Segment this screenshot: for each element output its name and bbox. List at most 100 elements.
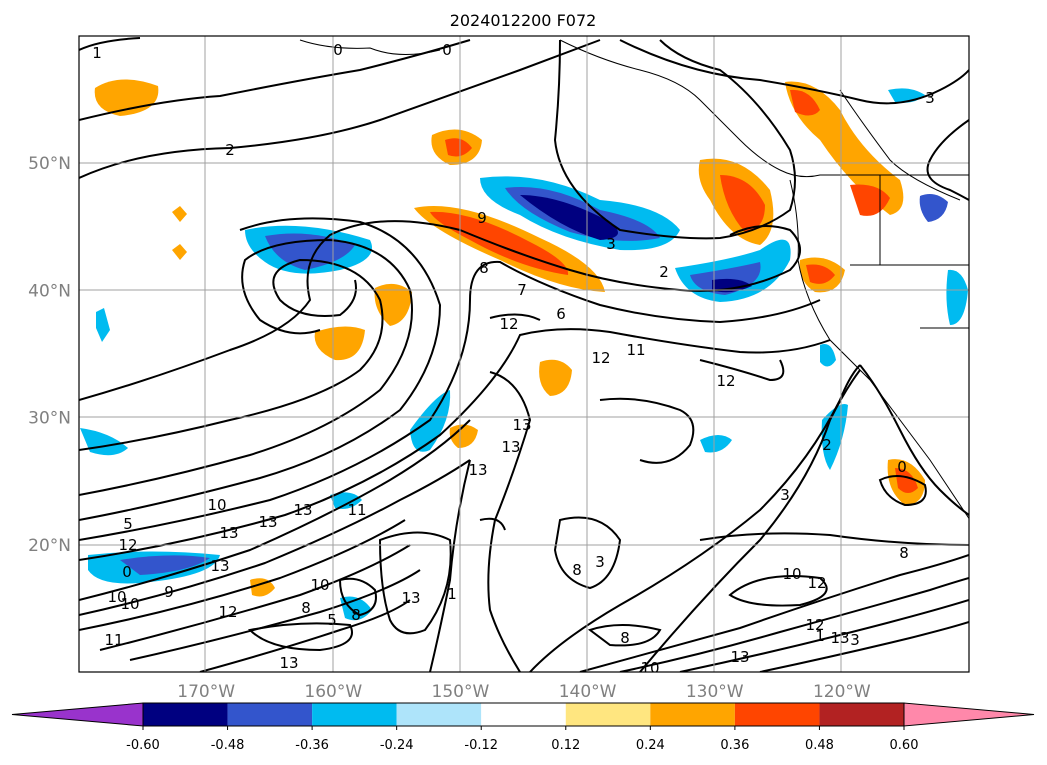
shade-positive bbox=[374, 283, 412, 326]
contour-label: 10 bbox=[207, 496, 226, 514]
contour-label: 13 bbox=[293, 501, 312, 519]
contour-label: 6 bbox=[556, 305, 566, 323]
contour-label: 3 bbox=[606, 235, 616, 253]
colorbar-segment bbox=[481, 703, 566, 726]
contour-label: 7 bbox=[517, 281, 527, 299]
contour-label: 12 bbox=[218, 603, 237, 621]
shade-negative bbox=[820, 344, 836, 367]
contour-label: 3 bbox=[850, 631, 860, 649]
lat-tick-label: 30°N bbox=[28, 409, 71, 429]
colorbar-tick-label: 0.24 bbox=[636, 738, 665, 753]
shade-negative bbox=[700, 435, 732, 453]
shade-negative bbox=[120, 555, 210, 575]
contour-label: 12 bbox=[805, 616, 824, 634]
contour-label: 0 bbox=[897, 458, 907, 476]
contour-label: 9 bbox=[164, 583, 174, 601]
colorbar-extend-high bbox=[903, 702, 1035, 727]
contour-label: 3 bbox=[925, 89, 935, 107]
contour-label: 8 bbox=[351, 606, 361, 624]
contour-label: 9 bbox=[477, 209, 487, 227]
contour-label: 11 bbox=[104, 631, 123, 649]
shade-positive bbox=[539, 359, 572, 396]
coastlines bbox=[299, 39, 969, 520]
shade-negative bbox=[80, 428, 128, 456]
colorbar-tick-label: -0.12 bbox=[464, 738, 498, 753]
shade-positive bbox=[895, 468, 918, 493]
colorbar-tick-label: -0.60 bbox=[126, 738, 160, 753]
contour-label: 12 bbox=[499, 315, 518, 333]
contour-label: 13 bbox=[730, 648, 749, 666]
graticule bbox=[79, 36, 969, 672]
contour-label: 0 bbox=[333, 41, 343, 59]
lat-tick-label: 50°N bbox=[28, 154, 71, 174]
colorbar-tick-label: -0.24 bbox=[380, 738, 414, 753]
colorbar-tick-label: 0.60 bbox=[890, 738, 919, 753]
contour-label: 12 bbox=[807, 574, 826, 592]
contour-label: 10 bbox=[640, 659, 659, 677]
map-frame bbox=[78, 35, 970, 673]
colorbar-segment bbox=[227, 703, 313, 726]
colorbar-segment bbox=[396, 703, 482, 726]
shade-negative bbox=[919, 194, 948, 222]
colorbar-segment bbox=[650, 703, 735, 726]
contour-label: 12 bbox=[716, 372, 735, 390]
shade-positive bbox=[172, 206, 187, 222]
shade-positive bbox=[250, 578, 275, 597]
contour-label: 12 bbox=[591, 349, 610, 367]
colorbar-segment bbox=[734, 703, 820, 726]
contour-label: 0 bbox=[122, 563, 132, 581]
colorbar-segment bbox=[565, 703, 651, 726]
contour-label: 10 bbox=[310, 576, 329, 594]
colorbar-extend-low bbox=[11, 702, 144, 727]
contour-label: 2 bbox=[225, 141, 235, 159]
colorbar-tick-label: -0.48 bbox=[211, 738, 245, 753]
shade-negative bbox=[946, 269, 968, 325]
colorbar-frame bbox=[142, 702, 905, 727]
contour-label: 11 bbox=[347, 501, 366, 519]
contour-label: 8 bbox=[620, 629, 630, 647]
contour-label: 8 bbox=[479, 259, 489, 277]
contour-label: 1 bbox=[447, 585, 457, 603]
contour-label: 13 bbox=[512, 416, 531, 434]
shade-positive bbox=[314, 326, 365, 361]
shaded-regions bbox=[80, 79, 968, 621]
contour-label: 1 bbox=[92, 44, 102, 62]
contour-label: 2 bbox=[659, 263, 669, 281]
shade-positive bbox=[445, 138, 472, 157]
shade-positive bbox=[790, 89, 820, 116]
contour-label: 13 bbox=[258, 513, 277, 531]
lat-tick-label: 20°N bbox=[28, 536, 71, 556]
shade-positive bbox=[94, 79, 159, 116]
contour-label: 1 bbox=[815, 627, 825, 645]
contour-label: 13 bbox=[501, 438, 520, 456]
shade-positive bbox=[720, 175, 765, 232]
shade-positive bbox=[806, 264, 835, 284]
colorbar-tick-label: -0.36 bbox=[295, 738, 329, 753]
shade-positive bbox=[785, 81, 904, 215]
contour-label: 0 bbox=[442, 41, 452, 59]
contour-label: 12 bbox=[118, 536, 137, 554]
contour-label: 10 bbox=[107, 588, 126, 606]
colorbar: -0.60 -0.48 -0.36 -0.24 -0.12 0.12 0.24 0.36 0.4… bbox=[11, 702, 1035, 753]
contour-label: 8 bbox=[899, 544, 909, 562]
lat-tick-label: 40°N bbox=[28, 281, 71, 301]
shade-positive bbox=[449, 424, 478, 448]
colorbar-tick-label: 0.36 bbox=[720, 738, 749, 753]
lon-tick-label: 160°W bbox=[304, 682, 362, 702]
shade-positive bbox=[172, 244, 187, 260]
colorbar-segment bbox=[143, 703, 228, 726]
lon-tick-label: 150°W bbox=[432, 682, 490, 702]
contour-label: 13 bbox=[210, 557, 229, 575]
longitude-labels: 170°W 160°W 150°W 140°W 130°W 120°W bbox=[177, 682, 871, 702]
contour-label: 5 bbox=[123, 515, 133, 533]
chart-title: 2024012200 F072 bbox=[450, 11, 597, 30]
lon-tick-label: 140°W bbox=[559, 682, 617, 702]
colorbar-segment bbox=[312, 703, 397, 726]
colorbar-segment bbox=[819, 703, 904, 726]
shade-negative bbox=[96, 308, 110, 342]
contour-label: 10 bbox=[120, 595, 139, 613]
contour-label: 3 bbox=[595, 553, 605, 571]
